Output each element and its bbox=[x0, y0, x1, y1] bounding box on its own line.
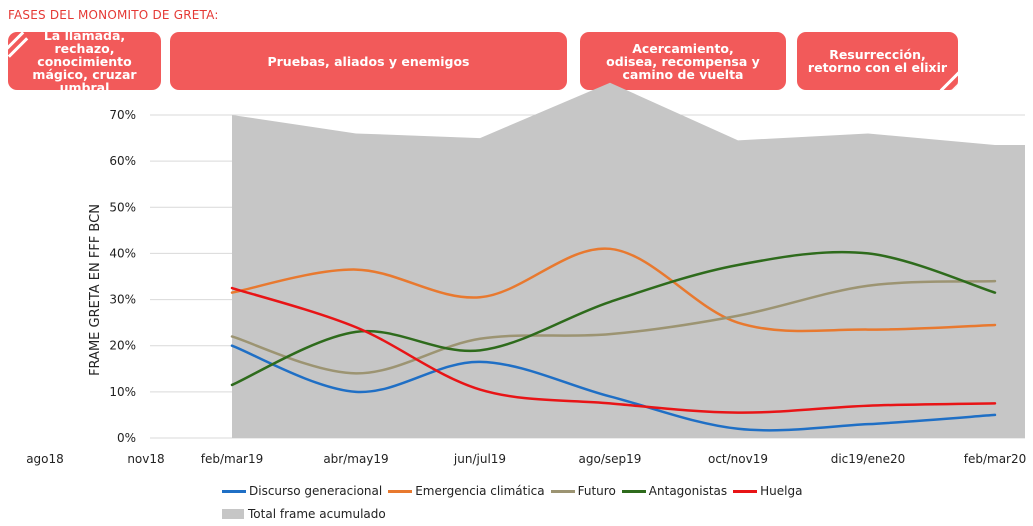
series-line-antagonistas bbox=[230, 250, 997, 387]
legend-item-emergencia: Emergencia climática bbox=[388, 484, 545, 498]
y-tick-label: 40% bbox=[109, 246, 136, 260]
series-line-discurso bbox=[230, 344, 997, 432]
area-layer bbox=[232, 82, 1025, 438]
legend-label: Huelga bbox=[760, 484, 803, 498]
legend-item-huelga: Huelga bbox=[733, 484, 802, 498]
x-tick-label: jun/jul19 bbox=[453, 452, 506, 466]
y-tick-label: 30% bbox=[109, 293, 136, 307]
y-tick-label: 20% bbox=[109, 339, 136, 353]
legend-swatch bbox=[222, 489, 246, 493]
area-total-frame bbox=[232, 82, 1025, 438]
y-tick-label: 10% bbox=[109, 385, 136, 399]
legend-swatch bbox=[388, 489, 413, 493]
x-tick-label: ago18 bbox=[26, 452, 64, 466]
y-axis-label: FRAME GRETA EN FFF BCN bbox=[88, 204, 103, 376]
chart-header-title: FASES DEL MONOMITO DE GRETA: bbox=[8, 8, 219, 22]
phase-label-1: La llamada, rechazo, conocimiento mágico… bbox=[32, 32, 137, 90]
x-tick-label: ago/sep19 bbox=[579, 452, 642, 466]
x-tick-label: feb/mar20 bbox=[964, 452, 1027, 466]
legend-swatch bbox=[733, 489, 758, 493]
y-tick-label: 0% bbox=[117, 431, 136, 445]
x-tick-label: dic19/ene20 bbox=[831, 452, 906, 466]
legend-label: Futuro bbox=[577, 484, 616, 498]
y-tick-label: 50% bbox=[109, 200, 136, 214]
legend-item-antagonistas: Antagonistas bbox=[621, 484, 728, 498]
x-tick-label: feb/mar19 bbox=[201, 452, 264, 466]
series-line-futuro bbox=[230, 279, 997, 375]
phase-box-1: La llamada, rechazo, conocimiento mágico… bbox=[8, 32, 161, 90]
phase-label-4: Resurrección, retorno con el elixir bbox=[807, 47, 948, 75]
legend-label: Emergencia climática bbox=[415, 484, 545, 498]
legend-area-row: Total frame acumulado bbox=[222, 507, 386, 521]
legend-label: Discurso generacional bbox=[249, 484, 383, 498]
legend-item-discurso: Discurso generacional bbox=[222, 484, 382, 498]
series-line-huelga bbox=[230, 286, 997, 414]
legend-swatch bbox=[621, 489, 646, 493]
phase-box-2: Pruebas, aliados y enemigos bbox=[170, 32, 567, 90]
legend-item-futuro: Futuro bbox=[550, 484, 616, 498]
legend: Discurso generacional Emergencia climátic… bbox=[222, 484, 802, 498]
phase-box-3: Acercamiento, odisea, recompensa y camin… bbox=[580, 32, 786, 90]
tick-layer: 0% 10% 20% 30% 40% 50% 60% 70% ago18 nov18 feb/mar… bbox=[26, 108, 1026, 466]
legend-swatch bbox=[550, 489, 575, 493]
series-line-emergencia bbox=[230, 247, 997, 333]
phase-box-4: Resurrección, retorno con el elixir bbox=[797, 32, 958, 90]
legend-area-swatch bbox=[222, 509, 244, 519]
phase-label-3: Acercamiento, odisea, recompensa y camin… bbox=[606, 40, 760, 82]
phase-label-2: Pruebas, aliados y enemigos bbox=[267, 53, 470, 69]
x-tick-label: abr/may19 bbox=[323, 452, 388, 466]
legend-area-label: Total frame acumulado bbox=[248, 507, 386, 521]
y-tick-label: 70% bbox=[109, 108, 136, 122]
x-tick-label: oct/nov19 bbox=[708, 452, 768, 466]
series-layer bbox=[230, 247, 997, 432]
x-tick-label: nov18 bbox=[127, 452, 164, 466]
y-tick-label: 60% bbox=[109, 154, 136, 168]
legend-label: Antagonistas bbox=[648, 484, 728, 498]
